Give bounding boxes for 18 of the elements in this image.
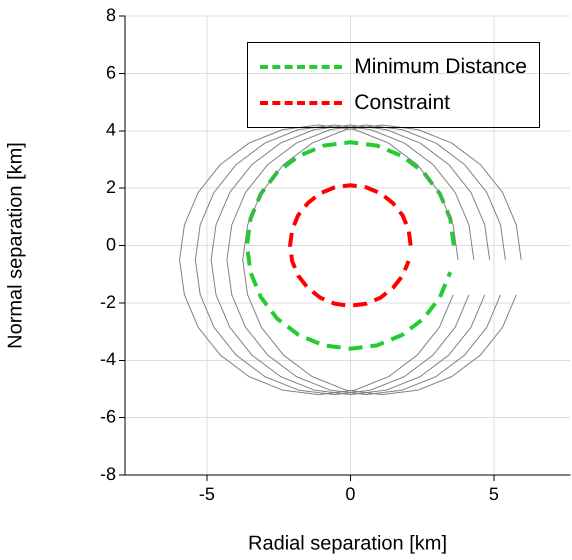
y-tick-label: -4 [100, 349, 116, 370]
x-axis-title: Radial separation [km] [248, 532, 447, 555]
y-tick-label: -8 [100, 464, 116, 484]
y-tick-label: 2 [106, 177, 116, 198]
x-tick-label: -5 [198, 484, 215, 504]
y-tick-label: 0 [106, 234, 116, 254]
line-series [288, 183, 413, 308]
y-tick-label: 8 [106, 4, 116, 25]
y-tick-label: -2 [100, 292, 116, 312]
x-tick-label: 5 [488, 484, 499, 504]
legend-label: Constraint [354, 91, 450, 115]
y-tick-label: 6 [106, 62, 116, 82]
y-tick-label: -6 [100, 406, 116, 427]
y-axis-title: Normal separation [km] [4, 142, 27, 349]
y-tick-label: 4 [106, 120, 116, 140]
x-tick-label: 0 [345, 484, 356, 504]
line-series [245, 140, 456, 351]
legend-label: Minimum Distance [354, 55, 527, 79]
